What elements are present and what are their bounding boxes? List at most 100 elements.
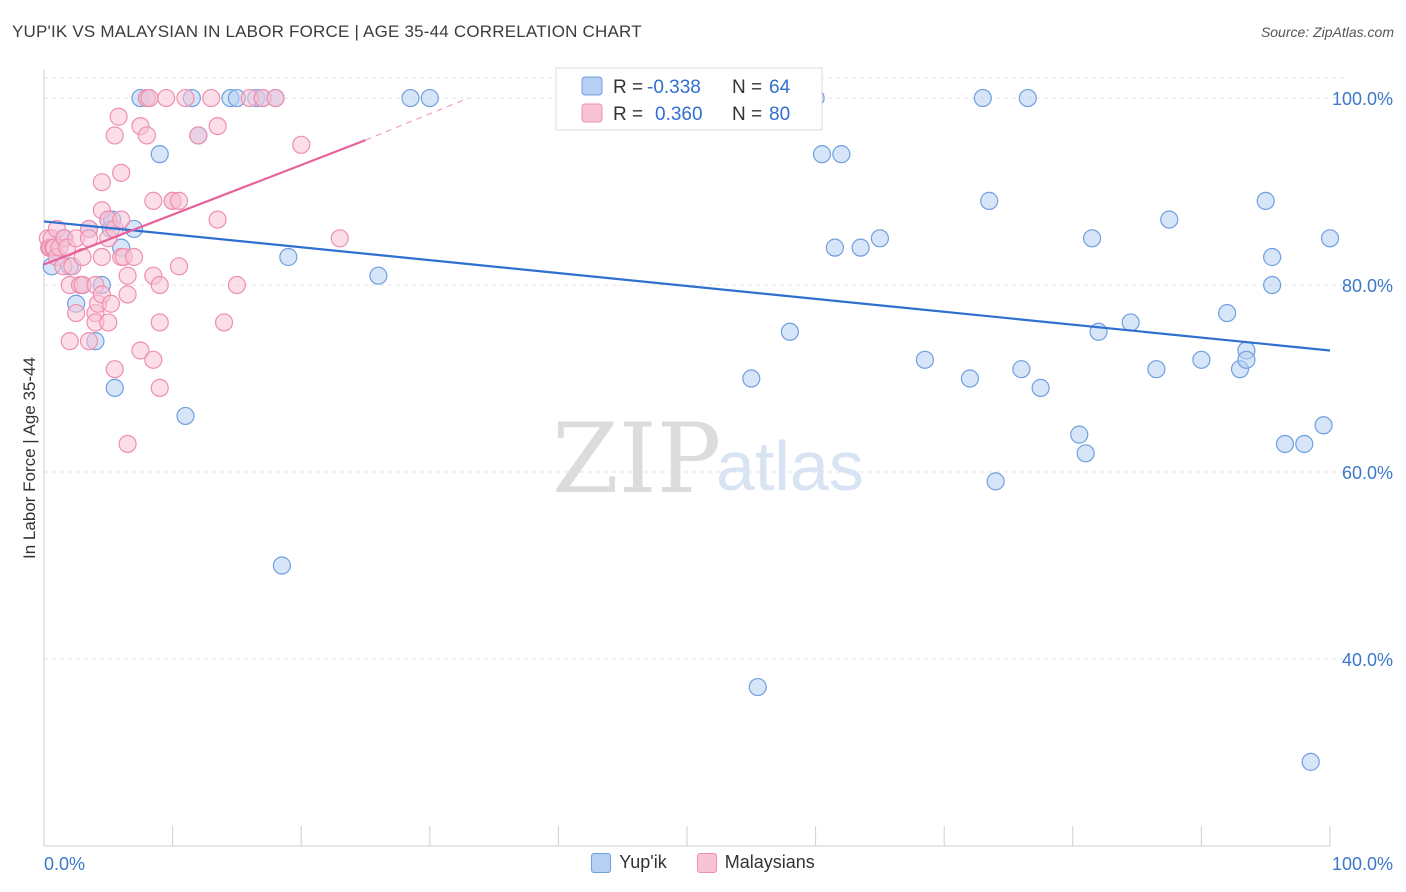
point-yupik — [1256, 191, 1275, 210]
point-malaysians — [208, 116, 227, 136]
watermark-atlas: atlas — [716, 427, 864, 505]
point-malaysians — [330, 229, 349, 248]
point-malaysians — [150, 313, 169, 332]
point-malaysians — [109, 107, 128, 126]
point-malaysians — [189, 126, 208, 145]
x-tick-label-left: 0.0% — [44, 854, 85, 874]
point-malaysians — [169, 257, 189, 276]
point-yupik — [1263, 275, 1282, 295]
point-yupik — [825, 238, 844, 257]
point-yupik — [420, 88, 439, 108]
point-yupik — [980, 191, 999, 210]
legend-n-label-malaysians: N = — [732, 104, 762, 125]
point-malaysians — [176, 88, 195, 108]
point-malaysians — [214, 313, 234, 332]
point-malaysians — [118, 266, 137, 285]
point-yupik — [1301, 752, 1320, 771]
watermark-zip: ZIP — [552, 403, 721, 515]
point-yupik — [401, 88, 420, 108]
legend: R = -0.338 N = 64 R = 0.360 N = 80 — [555, 67, 823, 131]
point-malaysians — [112, 163, 131, 182]
bottom-legend-swatch-yupik — [591, 852, 612, 873]
point-yupik — [279, 247, 298, 267]
point-yupik — [1263, 247, 1282, 267]
point-malaysians — [266, 88, 285, 108]
bottom-legend: Yup'ik Malaysians — [0, 852, 1406, 873]
trendlines — [43, 97, 1331, 352]
trendline-yupik — [43, 220, 1331, 352]
point-malaysians — [105, 360, 124, 379]
point-malaysians — [105, 126, 124, 145]
point-malaysians — [124, 247, 144, 267]
point-malaysians — [227, 275, 246, 295]
y-axis-label: In Labor Force | Age 35-44 — [20, 357, 39, 559]
point-malaysians — [118, 285, 137, 304]
y-tick-label: 100.0% — [1332, 89, 1393, 109]
points — [38, 88, 1340, 771]
point-yupik — [1121, 313, 1140, 332]
point-yupik — [105, 378, 124, 397]
point-yupik — [1192, 350, 1211, 369]
legend-r-label-malaysians: R = — [613, 104, 643, 125]
point-malaysians — [202, 88, 221, 108]
point-yupik — [1237, 350, 1256, 369]
point-yupik — [832, 145, 851, 164]
point-malaysians — [144, 350, 163, 369]
point-yupik — [742, 369, 761, 388]
point-yupik — [369, 266, 388, 285]
point-yupik — [176, 406, 195, 426]
point-yupik — [1320, 229, 1340, 248]
point-malaysians — [92, 173, 111, 192]
watermark: ZIP atlas — [552, 403, 864, 515]
point-yupik — [986, 472, 1005, 491]
point-malaysians — [60, 332, 79, 351]
point-yupik — [1147, 360, 1166, 379]
chart-source: Source: ZipAtlas.com — [1260, 24, 1394, 40]
point-yupik — [960, 369, 980, 388]
point-malaysians — [112, 210, 131, 229]
legend-n-value-yupik: 64 — [769, 77, 791, 98]
point-yupik — [1070, 425, 1089, 444]
point-malaysians — [137, 126, 156, 145]
point-yupik — [748, 677, 767, 697]
point-malaysians — [131, 341, 150, 360]
point-yupik — [1031, 378, 1050, 397]
point-malaysians — [92, 247, 111, 267]
y-tick-label: 80.0% — [1342, 276, 1393, 296]
point-malaysians — [157, 88, 176, 108]
legend-n-label-yupik: N = — [732, 77, 762, 98]
point-malaysians — [79, 332, 99, 351]
bottom-legend-item-yupik: Yup'ik — [591, 852, 667, 873]
bottom-legend-item-malaysians: Malaysians — [696, 852, 815, 873]
legend-swatch-yupik — [581, 76, 603, 96]
point-malaysians — [118, 434, 137, 454]
point-yupik — [1295, 434, 1314, 454]
point-yupik — [870, 229, 890, 248]
point-malaysians — [208, 210, 227, 229]
tick-labels: 40.0% 60.0% 80.0% 100.0% 0.0% 100.0% — [44, 89, 1393, 874]
point-malaysians — [101, 294, 120, 313]
point-malaysians — [150, 275, 169, 295]
x-tick-label-right: 100.0% — [1332, 854, 1393, 874]
point-yupik — [1218, 303, 1237, 323]
point-malaysians — [292, 135, 311, 154]
point-yupik — [1012, 360, 1031, 379]
point-yupik — [1018, 88, 1037, 108]
legend-n-value-malaysians: 80 — [769, 104, 790, 125]
legend-r-value-malaysians: 0.360 — [655, 104, 703, 125]
point-yupik — [812, 145, 832, 164]
point-malaysians — [140, 88, 159, 108]
point-yupik — [851, 238, 870, 257]
point-yupik — [780, 322, 799, 341]
point-yupik — [1082, 229, 1102, 248]
y-tick-label: 40.0% — [1342, 650, 1393, 670]
point-yupik — [272, 556, 292, 575]
bottom-legend-swatch-malaysians — [696, 852, 717, 873]
point-yupik — [915, 350, 935, 369]
point-yupik — [973, 88, 992, 108]
bottom-legend-label-yupik: Yup'ik — [619, 852, 667, 872]
point-yupik — [150, 145, 169, 164]
point-yupik — [1275, 434, 1295, 454]
trendline-malaysians — [43, 139, 366, 266]
